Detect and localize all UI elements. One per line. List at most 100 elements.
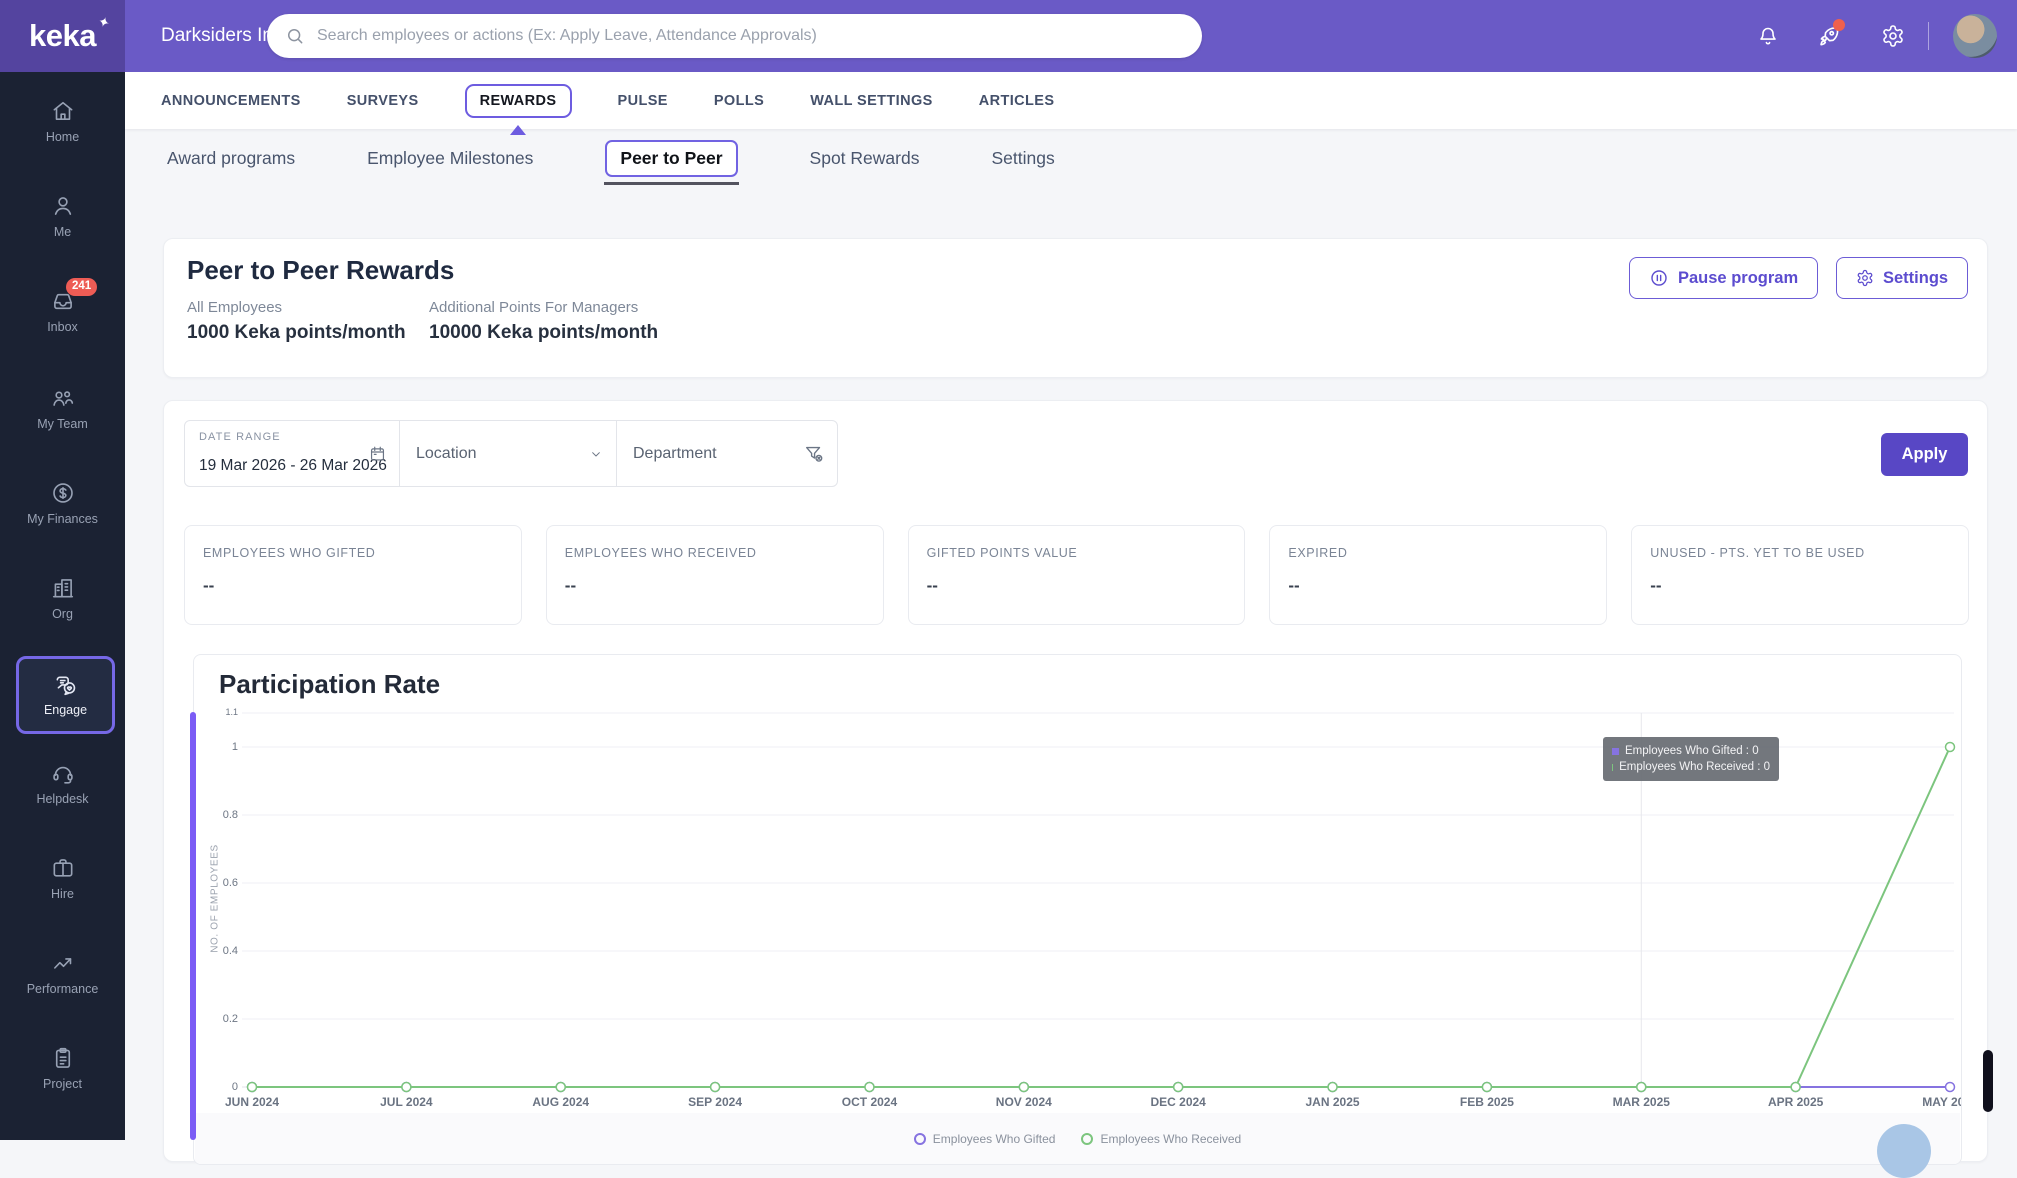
tooltip-marker-gifted xyxy=(1612,747,1619,755)
stat-expired: EXPIRED -- xyxy=(1269,525,1608,625)
stat-value: -- xyxy=(926,576,938,595)
sidebar-item-my-team[interactable]: My Team xyxy=(0,385,125,431)
subtab-employee-milestones[interactable]: Employee Milestones xyxy=(367,147,534,168)
rewards-subtabbar: Award programs Employee Milestones Peer … xyxy=(125,129,2017,187)
location-filter[interactable]: Location xyxy=(399,420,617,487)
stat-value: -- xyxy=(203,576,215,595)
sidebar-item-label: My Team xyxy=(37,417,88,431)
filter-clear-icon[interactable] xyxy=(803,443,825,465)
stat-value: -- xyxy=(1650,576,1662,595)
chart-plot[interactable] xyxy=(194,655,1961,1164)
sidebar-item-engage[interactable]: Engage xyxy=(16,656,115,734)
y-axis-ticks: 0 0.2 0.4 0.6 0.8 1 1.1 xyxy=(222,707,238,1093)
inbox-icon xyxy=(0,288,125,314)
company-name: Darksiders Inc xyxy=(161,25,283,46)
tab-surveys[interactable]: SURVEYS xyxy=(346,92,419,109)
stat-label: EXPIRED xyxy=(1288,546,1348,560)
program-settings-button[interactable]: Settings xyxy=(1836,257,1969,299)
keka-logo[interactable]: keka ✦ xyxy=(0,0,125,72)
sidebar-item-label: Engage xyxy=(43,703,88,717)
engage-chat-icon xyxy=(53,673,79,699)
chart-tooltip: Employees Who Gifted : 0 Employees Who R… xyxy=(1603,737,1779,781)
vertical-scrollbar-accent[interactable] xyxy=(190,712,196,1140)
page-title: Peer to Peer Rewards xyxy=(187,255,455,285)
building-icon xyxy=(0,575,125,601)
tab-pulse[interactable]: PULSE xyxy=(617,92,668,109)
field-value: 10000 Keka points/month xyxy=(429,322,659,343)
location-placeholder: Location xyxy=(416,444,477,462)
sidebar-item-performance[interactable]: Performance xyxy=(0,950,125,996)
pause-program-button[interactable]: Pause program xyxy=(1629,257,1819,299)
stat-label: EMPLOYEES WHO GIFTED xyxy=(203,546,376,560)
whats-new-button[interactable] xyxy=(1808,16,1848,56)
legend-employees-who-gifted[interactable]: Employees Who Gifted xyxy=(913,1132,1055,1146)
avatar[interactable] xyxy=(1953,14,1997,58)
sidebar: Home Me 241 Inbox My Team My Finances Or… xyxy=(0,72,125,1140)
sidebar-item-inbox[interactable]: 241 Inbox xyxy=(0,278,125,334)
sidebar-item-hire[interactable]: Hire xyxy=(0,855,125,901)
inbox-badge: 241 xyxy=(66,278,98,296)
dollar-circle-icon xyxy=(0,480,125,506)
sidebar-item-label: Org xyxy=(52,607,73,621)
sidebar-item-label: Hire xyxy=(51,887,74,901)
sidebar-item-org[interactable]: Org xyxy=(0,575,125,621)
sidebar-item-helpdesk[interactable]: Helpdesk xyxy=(0,760,125,806)
stat-employees-who-gifted: EMPLOYEES WHO GIFTED -- xyxy=(184,525,522,625)
gear-icon xyxy=(1856,269,1874,287)
tab-wall-settings[interactable]: WALL SETTINGS xyxy=(810,92,933,109)
page-scrollbar-thumb[interactable] xyxy=(1983,1050,1993,1112)
program-header-card: Peer to Peer Rewards All Employees 1000 … xyxy=(163,238,1988,378)
notification-dot xyxy=(1833,19,1845,31)
legend-circle-received xyxy=(1081,1132,1094,1145)
users-icon xyxy=(0,385,125,411)
briefcase-icon xyxy=(0,855,125,881)
logo-text: keka xyxy=(29,18,96,53)
stat-unused-points: UNUSED - PTS. YET TO BE USED -- xyxy=(1631,525,1969,625)
engage-tabbar: ANNOUNCEMENTS SURVEYS REWARDS PULSE POLL… xyxy=(125,72,2017,129)
settings-topbar-button[interactable] xyxy=(1873,16,1913,56)
participation-rate-chart: Participation Rate NO. OF EMPLOYEES 0 0.2… xyxy=(193,654,1962,1165)
date-range-label: DATE RANGE xyxy=(199,431,281,443)
field-label: All Employees xyxy=(187,299,283,316)
sidebar-item-home[interactable]: Home xyxy=(0,98,125,144)
help-floating-button[interactable] xyxy=(1877,1124,1931,1178)
search-bar[interactable] xyxy=(267,14,1202,58)
subtab-spot-rewards[interactable]: Spot Rewards xyxy=(809,147,920,168)
chart-legend: Employees Who Gifted Employees Who Recei… xyxy=(195,1113,1960,1164)
subtab-award-programs[interactable]: Award programs xyxy=(167,147,296,168)
bell-icon xyxy=(1756,24,1780,48)
tab-articles[interactable]: ARTICLES xyxy=(978,92,1055,109)
search-input[interactable] xyxy=(315,26,1184,46)
apply-button[interactable]: Apply xyxy=(1881,433,1968,476)
sidebar-item-me[interactable]: Me xyxy=(0,193,125,239)
date-range-filter[interactable]: DATE RANGE 19 Mar 2026 - 26 Mar 2026 xyxy=(184,420,400,487)
stat-value: -- xyxy=(1288,576,1300,595)
tab-rewards[interactable]: REWARDS xyxy=(464,83,572,118)
pause-circle-icon xyxy=(1649,268,1669,288)
manager-points-field: Additional Points For Managers 10000 Kek… xyxy=(429,299,658,344)
legend-employees-who-received[interactable]: Employees Who Received xyxy=(1081,1132,1241,1146)
pause-program-label: Pause program xyxy=(1678,268,1799,287)
logo-spark-icon: ✦ xyxy=(95,12,112,32)
rewards-analytics-card: DATE RANGE 19 Mar 2026 - 26 Mar 2026 Loc… xyxy=(163,400,1988,1165)
home-icon xyxy=(0,98,125,124)
subtab-peer-to-peer[interactable]: Peer to Peer xyxy=(604,139,739,185)
notifications-button[interactable] xyxy=(1748,16,1788,56)
department-placeholder: Department xyxy=(633,444,717,462)
stat-employees-who-received: EMPLOYEES WHO RECEIVED -- xyxy=(545,525,884,625)
gear-icon xyxy=(1881,24,1905,48)
trending-up-icon xyxy=(0,950,125,976)
stat-label: EMPLOYEES WHO RECEIVED xyxy=(564,546,757,560)
department-filter[interactable]: Department xyxy=(616,420,838,487)
field-value: 1000 Keka points/month xyxy=(187,322,406,343)
stat-value: -- xyxy=(564,576,577,595)
stat-label: UNUSED - PTS. YET TO BE USED xyxy=(1650,546,1865,560)
sidebar-item-project[interactable]: Project xyxy=(0,1045,125,1091)
sidebar-item-my-finances[interactable]: My Finances xyxy=(0,480,125,526)
subtab-settings[interactable]: Settings xyxy=(991,147,1055,168)
stat-label: GIFTED POINTS VALUE xyxy=(926,546,1078,560)
stat-gifted-points-value: GIFTED POINTS VALUE -- xyxy=(907,525,1246,625)
sidebar-item-label: Home xyxy=(45,130,80,144)
tab-announcements[interactable]: ANNOUNCEMENTS xyxy=(161,92,301,109)
tab-polls[interactable]: POLLS xyxy=(713,92,765,109)
